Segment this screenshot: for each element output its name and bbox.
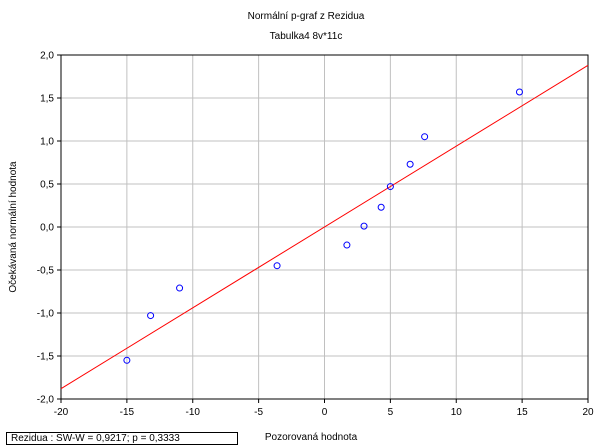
chart-subtitle: Tabulka4 8v*11c: [270, 31, 343, 42]
axis-ticks: -20 -15 -10 -5 0 5 10 15 20 -2,0 -1,5 -1,0 -0,5 0,0 0,…: [37, 51, 594, 419]
y-axis-label: Očekávaná normální hodnota: [8, 161, 19, 293]
x-axis-label: Pozorovaná hodnota: [265, 432, 358, 443]
y-tick-label: 0,5: [40, 180, 54, 191]
data-point: [123, 356, 131, 364]
y-tick-label: 2,0: [40, 51, 54, 62]
fit-line: [60, 64, 589, 390]
data-point: [360, 222, 368, 230]
x-tick-label: -20: [54, 407, 69, 418]
x-tick-label: 10: [451, 407, 463, 418]
y-tick-label: -0,5: [37, 266, 55, 277]
data-point: [377, 203, 385, 211]
data-point: [343, 241, 351, 249]
x-tick-label: -15: [120, 407, 135, 418]
x-tick-label: 0: [322, 407, 328, 418]
data-points: [123, 88, 523, 364]
x-tick-label: 5: [388, 407, 394, 418]
data-point: [176, 284, 184, 292]
y-tick-label: 1,5: [40, 94, 54, 105]
data-point: [406, 160, 414, 168]
data-point: [386, 183, 394, 191]
y-tick-label: 0,0: [40, 223, 54, 234]
stats-box: Rezidua : SW-W = 0,9217; p = 0,3333: [6, 432, 238, 445]
stats-label: Rezidua : SW-W = 0,9217; p = 0,3333: [11, 433, 180, 444]
data-point: [147, 312, 155, 320]
data-point: [421, 133, 429, 141]
data-point: [515, 88, 523, 96]
y-tick-label: -2,0: [37, 395, 55, 406]
grid-lines: [61, 55, 588, 399]
y-tick-label: -1,0: [37, 309, 55, 320]
y-tick-label: -1,5: [37, 352, 55, 363]
y-tick-label: 1,0: [40, 137, 54, 148]
chart-title: Normální p-graf z Rezidua: [248, 11, 365, 22]
x-tick-label: -10: [186, 407, 201, 418]
x-tick-label: 20: [582, 407, 594, 418]
data-point: [273, 262, 281, 270]
x-tick-label: 15: [517, 407, 529, 418]
x-tick-label: -5: [254, 407, 263, 418]
